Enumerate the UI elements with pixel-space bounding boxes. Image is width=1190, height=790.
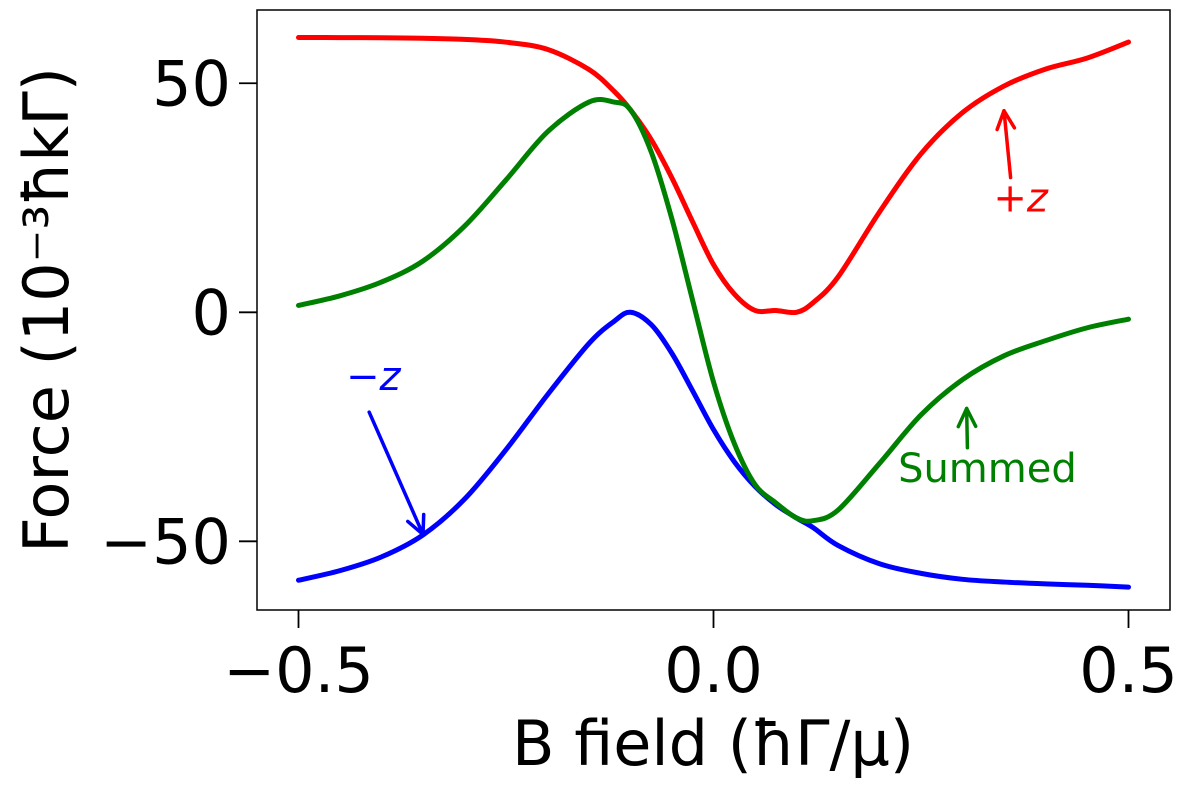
annotation-label-plusz: +z — [993, 176, 1049, 222]
annotation-arrow-plusz — [995, 109, 1017, 180]
annotation-label-summed: Summed — [898, 446, 1077, 492]
x-axis-title: B field (ħΓ/μ) — [512, 707, 914, 780]
series-line-summed — [296, 97, 1131, 524]
y-tick-label: 0 — [192, 276, 231, 349]
series-line-minusz — [296, 309, 1131, 590]
x-tick-label: 0.0 — [664, 634, 763, 707]
series-lines — [296, 34, 1131, 590]
annotation-arrow-summed — [956, 406, 978, 450]
annotation-arrow-minusz — [367, 410, 426, 537]
y-tick-label: −50 — [100, 505, 231, 578]
x-tick-label: 0.5 — [1079, 634, 1178, 707]
x-axis-ticks: −0.5 0.0 0.5 — [223, 610, 1178, 707]
annotations: +z −z Summed — [346, 109, 1077, 537]
x-tick-label: −0.5 — [223, 634, 374, 707]
y-axis-ticks: −50 0 50 — [100, 47, 257, 578]
y-tick-label: 50 — [152, 47, 231, 120]
annotation-label-minusz: −z — [346, 354, 402, 400]
series-line-plusz — [296, 34, 1131, 316]
y-axis-title: Force (10⁻³ħkΓ) — [10, 67, 83, 553]
